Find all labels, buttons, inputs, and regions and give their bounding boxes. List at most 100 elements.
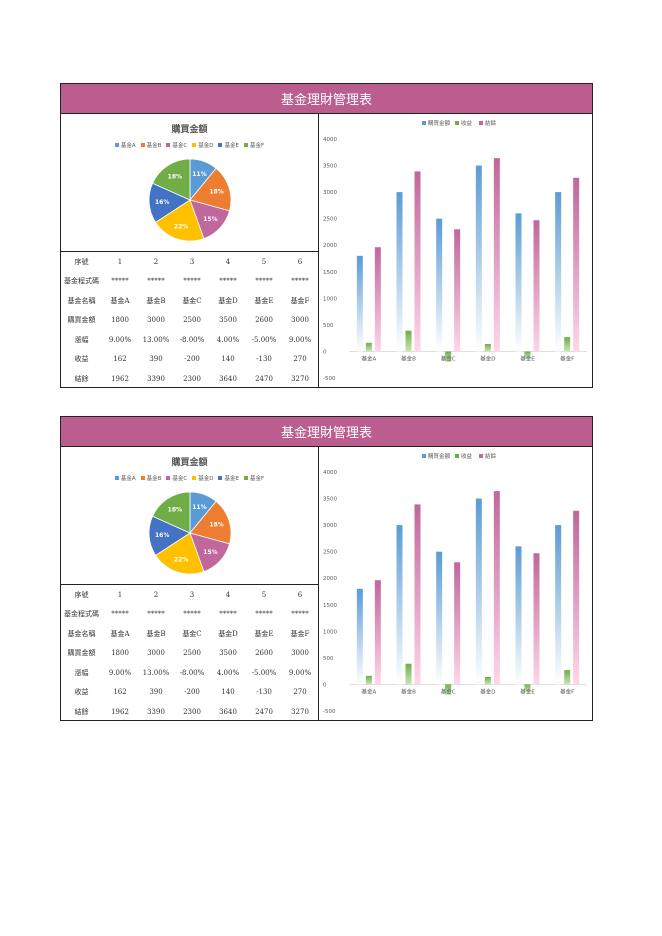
legend-label: 基金D (198, 476, 214, 482)
legend-swatch (192, 476, 197, 480)
x-tick-label: 基金E (520, 687, 535, 695)
bar (445, 351, 452, 363)
bar (533, 553, 540, 685)
table-cell: 1962 (111, 374, 129, 383)
bar (356, 255, 363, 352)
bar-chart: 4000 3500 3000 2500 2000 1500 1000 500 0 -500 購買金額… (319, 114, 593, 387)
table-cell: 基金C (182, 629, 202, 638)
x-tick-label: 基金C (441, 687, 456, 695)
pie-title: 購買金額 (171, 458, 208, 468)
table-cell: 390 (149, 355, 163, 364)
legend-swatch (422, 121, 426, 125)
table-cell: ***** (111, 610, 129, 619)
table-cell: 13.00% (142, 668, 170, 677)
pie-data-label: 18% (168, 174, 182, 181)
legend-label: 基金C (172, 143, 188, 149)
row-header: 序號 (74, 257, 89, 266)
bar (555, 525, 562, 685)
legend-item: 基金D (192, 141, 213, 149)
table-cell: ***** (111, 277, 129, 286)
pie-chart: 購買金額 基金A 基金B 基金C 基金D 基金E 基金F 11% 18% 15% 22… (61, 447, 318, 584)
divider (318, 114, 319, 387)
table-cell: 2300 (183, 707, 201, 716)
table-cell: 3 (189, 590, 195, 599)
table-cell: 3390 (147, 374, 165, 383)
table-cell: ***** (183, 277, 201, 286)
bar-svg: 4000 3500 3000 2500 2000 1500 1000 500 0 -500 購買金額… (323, 119, 587, 382)
y-tick-label: 1500 (323, 270, 337, 276)
x-tick-label: 基金B (401, 354, 416, 362)
table-row: 漲幅 9.00% 13.00% -8.00% 4.00% -5.00% 9.00% (61, 663, 318, 683)
bar (436, 218, 443, 352)
legend-swatch (243, 143, 248, 147)
bar-chart: 4000 3500 3000 2500 2000 1500 1000 500 0 -500 購買金額… (319, 447, 593, 720)
bar (454, 229, 461, 352)
table-row: 結餘 1962 3390 2300 3640 2470 3270 (61, 369, 318, 389)
bar (564, 337, 571, 352)
table-cell: 13.00% (142, 335, 170, 344)
table-cell: -8.00% (179, 668, 205, 677)
legend-swatch (422, 454, 426, 458)
legend-label: 基金D (198, 143, 214, 149)
table-cell: 3000 (291, 316, 309, 325)
bar (573, 510, 580, 685)
table-cell: 4.00% (216, 668, 240, 677)
table-cell: 基金E (254, 629, 274, 638)
table-cell: 基金A (110, 296, 130, 305)
bar (396, 525, 403, 685)
table-cell: 1800 (111, 316, 129, 325)
divider (61, 584, 318, 585)
x-tick-label: 基金D (480, 687, 495, 695)
table-cell: 基金D (218, 629, 238, 638)
bar (555, 192, 562, 352)
table-row: 基金名稱 基金A 基金B 基金C 基金D 基金E 基金F (61, 624, 318, 644)
legend-swatch (479, 121, 483, 125)
table-cell: ***** (291, 610, 309, 619)
table-cell: 2300 (183, 374, 201, 383)
divider (61, 251, 318, 252)
bar (564, 670, 571, 685)
table-cell: 270 (293, 688, 307, 697)
table-cell: ***** (255, 610, 273, 619)
table-cell: 3000 (291, 649, 309, 658)
table-cell: 5 (261, 590, 267, 599)
bar (515, 546, 522, 685)
table-cell: 162 (113, 355, 127, 364)
bar (436, 551, 443, 685)
legend-label: 基金E (224, 143, 239, 149)
legend-item: 基金E (218, 474, 239, 482)
pie-data-label: 11% (192, 171, 206, 178)
table-cell: 9.00% (288, 668, 312, 677)
legend-label: 結餘 (485, 119, 497, 127)
table-cell: 9.00% (288, 335, 312, 344)
bar (475, 498, 482, 685)
table-cell: 5 (261, 257, 267, 266)
table-cell: -200 (184, 355, 200, 364)
table-cell: 3390 (147, 707, 165, 716)
legend-label: 基金F (249, 143, 265, 149)
y-tick-label: -500 (323, 376, 336, 382)
table-cell: -5.00% (251, 335, 277, 344)
legend-label: 基金A (120, 476, 136, 482)
row-header: 收益 (74, 355, 89, 364)
legend-label: 購買金額 (428, 452, 451, 460)
table-cell: 基金A (110, 629, 130, 638)
row-header: 漲幅 (74, 668, 89, 677)
pie-data-label: 18% (209, 522, 223, 529)
table-cell: ***** (255, 277, 273, 286)
table-cell: -5.00% (251, 668, 277, 677)
legend-item: 基金D (192, 474, 213, 482)
y-tick-label: 2500 (323, 217, 337, 223)
table-cell: 4 (225, 257, 231, 266)
bar (445, 684, 452, 696)
divider (318, 447, 319, 720)
legend-item: 基金B (140, 141, 161, 149)
bar (515, 213, 522, 352)
table-cell: 3270 (291, 374, 309, 383)
legend-swatch (114, 476, 119, 480)
pie-data-label: 22% (174, 223, 188, 230)
table-cell: 6 (297, 590, 303, 599)
bar (374, 247, 381, 352)
bar (365, 342, 372, 352)
table-cell: 2600 (255, 316, 273, 325)
